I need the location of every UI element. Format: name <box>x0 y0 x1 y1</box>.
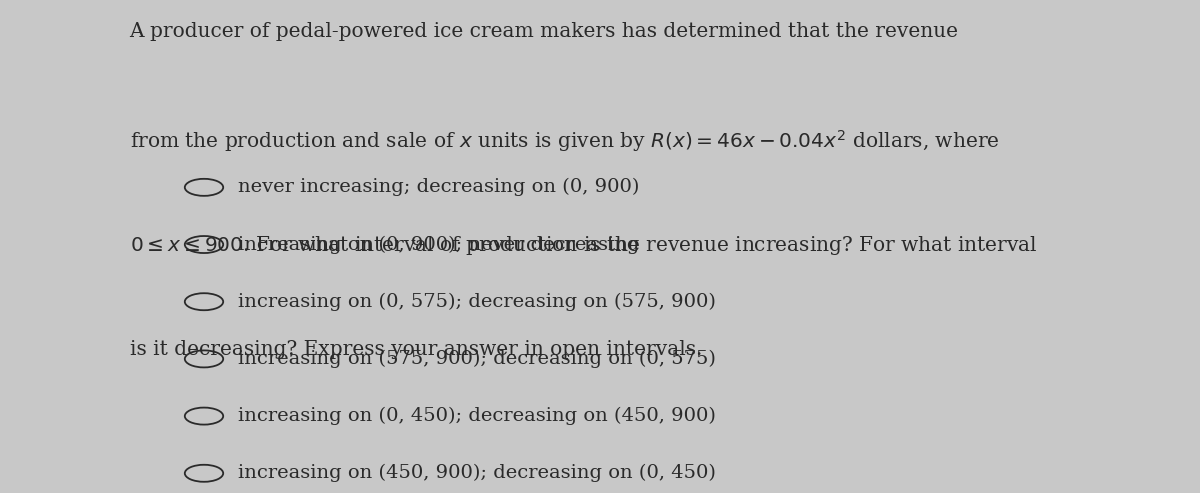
Text: from the production and sale of $x$ units is given by $R(x) = 46x - 0.04x^2$ dol: from the production and sale of $x$ unit… <box>130 128 1000 154</box>
Text: increasing on (0, 575); decreasing on (575, 900): increasing on (0, 575); decreasing on (5… <box>238 292 715 311</box>
Text: increasing on (575, 900); decreasing on (0, 575): increasing on (575, 900); decreasing on … <box>238 350 715 368</box>
Text: increasing on (0, 900); never decreasing: increasing on (0, 900); never decreasing <box>238 235 638 254</box>
Text: increasing on (0, 450); decreasing on (450, 900): increasing on (0, 450); decreasing on (4… <box>238 407 715 425</box>
Text: $0 \leq x \leq 900$. For what interval of production is the revenue increasing? : $0 \leq x \leq 900$. For what interval o… <box>130 234 1037 257</box>
Text: is it decreasing? Express your answer in open intervals.: is it decreasing? Express your answer in… <box>130 340 702 359</box>
Text: A producer of pedal-powered ice cream makers has determined that the revenue: A producer of pedal-powered ice cream ma… <box>130 22 959 41</box>
Text: increasing on (450, 900); decreasing on (0, 450): increasing on (450, 900); decreasing on … <box>238 464 715 483</box>
Text: never increasing; decreasing on (0, 900): never increasing; decreasing on (0, 900) <box>238 178 638 197</box>
